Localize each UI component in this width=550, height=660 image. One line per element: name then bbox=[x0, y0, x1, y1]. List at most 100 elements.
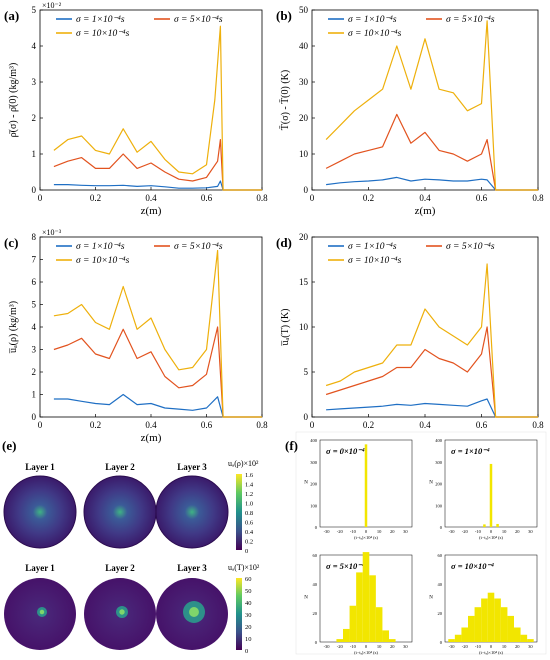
x-tick-label: 0 bbox=[310, 420, 315, 430]
y-tick-label: 10 bbox=[299, 322, 309, 332]
colorbar-tick-label: 0.4 bbox=[245, 529, 254, 536]
series-line-2 bbox=[53, 139, 262, 191]
y-tick-label: 0 bbox=[32, 185, 37, 195]
series-line-1 bbox=[326, 398, 538, 418]
legend-entry: σ = 1×10⁻⁴s bbox=[348, 15, 397, 25]
legend-entry: σ = 1×10⁻⁴s bbox=[76, 242, 125, 252]
colorbar-tick-label: 40 bbox=[245, 600, 252, 607]
y-axis-label: ρ̄(σ) - ρ̄(0) (kg/m³) bbox=[8, 63, 19, 138]
panel-label: (e) bbox=[2, 438, 16, 453]
hist-x-tick-label: 20 bbox=[515, 644, 520, 649]
y-tick-label: 4 bbox=[32, 41, 37, 51]
hist-bar bbox=[483, 524, 486, 527]
hist-x-tick-label: -20 bbox=[462, 644, 469, 649]
hist-y-axis-label: N bbox=[429, 481, 433, 486]
hist-x-axis-label: (t−tₓ)×10⁴ (s) bbox=[479, 535, 503, 540]
hist-x-tick-label: 20 bbox=[390, 529, 395, 534]
x-tick-label: 0.6 bbox=[201, 420, 213, 430]
layer-title: Layer 1 bbox=[25, 563, 55, 573]
hist-y-tick-label: 40 bbox=[313, 582, 318, 587]
hist-x-tick-label: 10 bbox=[502, 529, 507, 534]
colorbar-tick-label: 60 bbox=[245, 576, 252, 583]
hist-y-tick-label: 400 bbox=[310, 438, 318, 443]
hotspot-core bbox=[189, 607, 199, 617]
density-disc bbox=[84, 476, 156, 548]
y-tick-label: 8 bbox=[32, 232, 37, 242]
hist-x-tick-label: -10 bbox=[475, 644, 482, 649]
series-line-1 bbox=[326, 176, 538, 191]
x-tick-label: 0.2 bbox=[363, 420, 374, 430]
y-axis-label: u̅ₐ(T) (K) bbox=[280, 309, 291, 347]
colorbar-tick-label: 1.0 bbox=[245, 501, 253, 508]
hist-bar bbox=[389, 639, 396, 642]
legend-entry: σ = 5×10⁻⁴s bbox=[446, 242, 495, 252]
hist-x-tick-label: -30 bbox=[324, 644, 331, 649]
panel-label: (a) bbox=[4, 8, 19, 23]
y-axis-label: u̅ₐ(ρ) (kg/m³) bbox=[8, 301, 19, 354]
colorbar-tick-label: 20 bbox=[245, 624, 252, 631]
hist-y-tick-label: 20 bbox=[313, 611, 318, 616]
panel-label: (d) bbox=[276, 235, 292, 250]
x-tick-label: 0.8 bbox=[256, 420, 268, 430]
y-tick-label: 1 bbox=[32, 390, 37, 400]
hist-y-tick-label: 20 bbox=[438, 611, 443, 616]
x-tick-label: 0.4 bbox=[419, 420, 431, 430]
y-tick-label: 3 bbox=[32, 345, 37, 355]
hist-x-axis-label: (t−tₓ)×10⁴ (s) bbox=[354, 535, 378, 540]
legend-entry: σ = 1×10⁻⁴s bbox=[348, 242, 397, 252]
panel-label: (b) bbox=[276, 8, 292, 23]
hist-y-axis-label: N bbox=[429, 596, 433, 601]
hist-y-tick-label: 300 bbox=[435, 460, 443, 465]
hist-title: σ = 0×10⁻⁴ bbox=[326, 446, 365, 456]
layer-title: Layer 2 bbox=[105, 462, 135, 472]
legend-entry: σ = 10×10⁻⁴s bbox=[348, 256, 402, 266]
x-tick-label: 0.6 bbox=[476, 420, 488, 430]
chart-panel-a: 0 1 2 3 4 5 0 0.2 0.4 0.6 0.8 z(m) ρ̄(σ) - ρ̄(0) (kg… bbox=[4, 1, 268, 217]
panel-label: (f) bbox=[285, 438, 298, 453]
x-tick-label: 0.6 bbox=[476, 193, 488, 203]
colorbar-tick-label: 0.8 bbox=[245, 510, 253, 517]
hist-x-tick-label: 10 bbox=[502, 644, 507, 649]
y-tick-label: 2 bbox=[32, 367, 37, 377]
hist-x-tick-label: 0 bbox=[490, 644, 493, 649]
x-tick-label: 0.2 bbox=[90, 420, 101, 430]
hist-x-tick-label: 10 bbox=[377, 529, 382, 534]
density-disc bbox=[4, 476, 76, 548]
hist-bar bbox=[481, 598, 488, 642]
y-tick-label: 0 bbox=[304, 412, 309, 422]
legend-entry: σ = 5×10⁻⁴s bbox=[446, 15, 495, 25]
y-tick-label: 2 bbox=[32, 113, 37, 123]
y-tick-label: 30 bbox=[299, 77, 309, 87]
hist-bar bbox=[336, 639, 343, 642]
colorbar-tick-label: 50 bbox=[245, 588, 252, 595]
legend-entry: σ = 5×10⁻⁴s bbox=[174, 15, 223, 25]
hist-x-tick-label: 0 bbox=[365, 644, 368, 649]
x-tick-label: 0.4 bbox=[145, 193, 157, 203]
y-tick-label: 3 bbox=[32, 77, 37, 87]
hist-y-tick-label: 100 bbox=[435, 503, 443, 508]
hist-bar bbox=[474, 607, 482, 642]
series-line-2 bbox=[53, 326, 262, 418]
hist-y-tick-label: 300 bbox=[310, 460, 318, 465]
hist-bar bbox=[468, 615, 475, 642]
hist-y-tick-label: 0 bbox=[315, 525, 318, 530]
hist-bar bbox=[369, 575, 376, 642]
colorbar-tick-label: 1.4 bbox=[245, 482, 254, 489]
colorbar-tick-label: 0.6 bbox=[245, 520, 254, 527]
plot-frame bbox=[311, 236, 539, 418]
panel-label: (c) bbox=[4, 235, 18, 250]
x-axis-label: z(m) bbox=[141, 432, 162, 444]
colorbar-tick-label: 0 bbox=[245, 648, 248, 655]
hist-x-tick-label: -10 bbox=[350, 644, 357, 649]
hist-bar bbox=[507, 615, 514, 642]
disc-outline bbox=[3, 475, 77, 549]
hist-bar bbox=[356, 572, 363, 642]
hist-title: σ = 10×10⁻⁴ bbox=[451, 561, 494, 571]
x-tick-label: 0.2 bbox=[363, 193, 374, 203]
hist-x-tick-label: -10 bbox=[475, 529, 482, 534]
y-tick-label: 1 bbox=[32, 149, 37, 159]
hist-bar bbox=[382, 630, 389, 642]
hist-title: σ = 1×10⁻⁴ bbox=[451, 446, 490, 456]
histogram-3: 0 20 40 60 -30 -20 -10 0 10 20 30 (t−tₓ)×10⁴ (s) Nσ … bbox=[304, 552, 413, 655]
